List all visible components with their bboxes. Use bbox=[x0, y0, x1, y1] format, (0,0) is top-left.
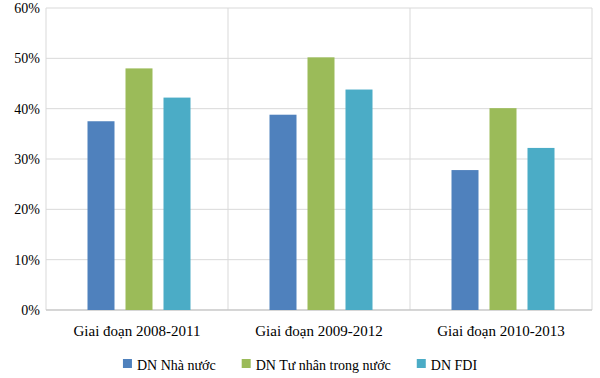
y-tick-label: 20% bbox=[14, 202, 40, 217]
bar bbox=[452, 170, 479, 310]
bar bbox=[270, 115, 297, 310]
x-tick-label: Giai đoạn 2009-2012 bbox=[255, 323, 382, 339]
bar bbox=[528, 148, 555, 310]
bars bbox=[88, 57, 555, 310]
chart: 0% 10% 20% 30% 40% 50% 60% Giai đoạn 2008-2011 G… bbox=[0, 0, 600, 378]
legend-label: DN Tư nhân trong nước bbox=[256, 358, 391, 373]
legend: DN Nhà nước DN Tư nhân trong nước DN FDI bbox=[123, 358, 477, 373]
category-divider bbox=[46, 8, 47, 310]
y-tick-label: 50% bbox=[14, 51, 40, 66]
bar bbox=[88, 121, 115, 310]
legend-swatch bbox=[123, 359, 132, 368]
category-divider bbox=[592, 8, 593, 310]
bar bbox=[346, 90, 373, 310]
x-tick-label: Giai đoạn 2010-2013 bbox=[437, 323, 564, 339]
y-tick-label: 40% bbox=[14, 102, 40, 117]
grid-line bbox=[46, 8, 592, 9]
category-divider bbox=[228, 8, 229, 310]
x-tick-label: Giai đoạn 2008-2011 bbox=[74, 323, 201, 339]
bar bbox=[490, 108, 517, 310]
bar bbox=[164, 98, 191, 310]
legend-swatch bbox=[242, 359, 251, 368]
y-tick-label: 10% bbox=[14, 253, 40, 268]
y-tick-label: 0% bbox=[21, 303, 40, 318]
bar bbox=[308, 57, 335, 310]
legend-swatch bbox=[417, 359, 426, 368]
y-tick-label: 60% bbox=[14, 1, 40, 16]
category-divider bbox=[410, 8, 411, 310]
legend-label: DN FDI bbox=[431, 358, 478, 373]
legend-label: DN Nhà nước bbox=[137, 358, 216, 373]
y-tick-label: 30% bbox=[14, 152, 40, 167]
bar bbox=[126, 68, 153, 310]
